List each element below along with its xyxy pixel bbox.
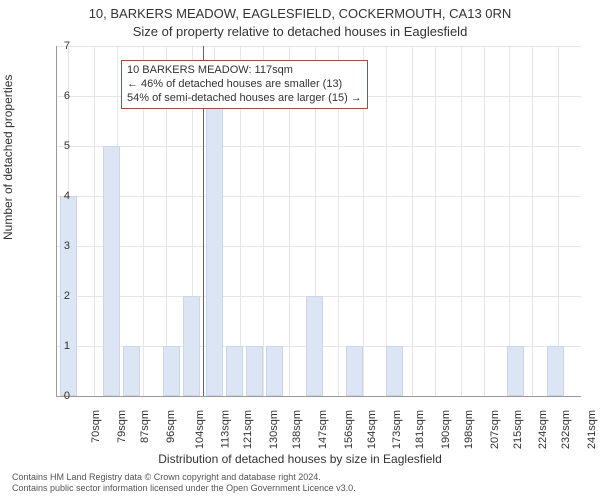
histogram-bar: [246, 346, 263, 396]
x-tick-label: 198sqm: [463, 410, 475, 449]
x-axis-label: Distribution of detached houses by size …: [0, 452, 600, 466]
histogram-bar: [123, 346, 140, 396]
x-tick-label: 232sqm: [560, 410, 572, 449]
histogram-bar: [306, 296, 323, 396]
x-tick-label: 130sqm: [268, 410, 280, 449]
chart-container: { "chart": { "type": "bar", "title_line1…: [0, 0, 600, 500]
footer-line1: Contains HM Land Registry data © Crown c…: [12, 472, 356, 483]
histogram-bar: [346, 346, 363, 396]
x-tick-label: 241sqm: [586, 410, 598, 449]
histogram-bar: [386, 346, 403, 396]
plot-area: 10 BARKERS MEADOW: 117sqm← 46% of detach…: [56, 46, 581, 397]
x-tick-label: 138sqm: [291, 410, 303, 449]
histogram-bar: [183, 296, 200, 396]
x-tick-label: 190sqm: [440, 410, 452, 449]
x-tick-label: 224sqm: [538, 410, 550, 449]
vgrid-line: [484, 46, 485, 396]
x-tick-label: 207sqm: [489, 410, 501, 449]
histogram-bar: [547, 346, 564, 396]
x-tick-label: 87sqm: [139, 410, 151, 443]
x-tick-label: 104sqm: [194, 410, 206, 449]
histogram-bar: [507, 346, 524, 396]
hgrid-line: [57, 196, 581, 197]
x-tick-label: 215sqm: [512, 410, 524, 449]
vgrid-line: [386, 46, 387, 396]
y-tick-label: 7: [30, 40, 70, 52]
histogram-bar: [103, 146, 120, 396]
vgrid-line: [558, 46, 559, 396]
x-tick-label: 147sqm: [317, 410, 329, 449]
annotation-line: ← 46% of detached houses are smaller (13…: [127, 78, 362, 92]
vgrid-line: [435, 46, 436, 396]
y-tick-label: 1: [30, 340, 70, 352]
histogram-bar: [226, 346, 243, 396]
hgrid-line: [57, 146, 581, 147]
footer-attribution: Contains HM Land Registry data © Crown c…: [12, 472, 356, 494]
vgrid-line: [509, 46, 510, 396]
histogram-bar: [163, 346, 180, 396]
x-tick-label: 181sqm: [414, 410, 426, 449]
x-tick-label: 156sqm: [343, 410, 355, 449]
hgrid-line: [57, 46, 581, 47]
chart-title-line2: Size of property relative to detached ho…: [0, 24, 600, 39]
x-tick-label: 70sqm: [90, 410, 102, 443]
annotation-line: 54% of semi-detached houses are larger (…: [127, 92, 362, 106]
histogram-bar: [266, 346, 283, 396]
y-tick-label: 6: [30, 90, 70, 102]
x-tick-label: 121sqm: [243, 410, 255, 449]
vgrid-line: [412, 46, 413, 396]
hgrid-line: [57, 246, 581, 247]
vgrid-line: [94, 46, 95, 396]
chart-title-line1: 10, BARKERS MEADOW, EAGLESFIELD, COCKERM…: [0, 6, 600, 21]
y-axis-label: Number of detached properties: [1, 75, 15, 240]
y-tick-label: 5: [30, 140, 70, 152]
y-tick-label: 0: [30, 390, 70, 402]
annotation-box: 10 BARKERS MEADOW: 117sqm← 46% of detach…: [121, 60, 368, 109]
y-tick-label: 3: [30, 240, 70, 252]
footer-line2: Contains public sector information licen…: [12, 483, 356, 494]
histogram-bar: [206, 96, 223, 396]
x-tick-label: 113sqm: [219, 410, 231, 448]
x-tick-label: 79sqm: [116, 410, 128, 443]
x-tick-label: 96sqm: [165, 410, 177, 443]
y-tick-label: 4: [30, 190, 70, 202]
y-tick-label: 2: [30, 290, 70, 302]
annotation-line: 10 BARKERS MEADOW: 117sqm: [127, 64, 362, 78]
x-tick-label: 173sqm: [392, 410, 404, 449]
vgrid-line: [532, 46, 533, 396]
x-tick-label: 164sqm: [366, 410, 378, 449]
vgrid-line: [461, 46, 462, 396]
